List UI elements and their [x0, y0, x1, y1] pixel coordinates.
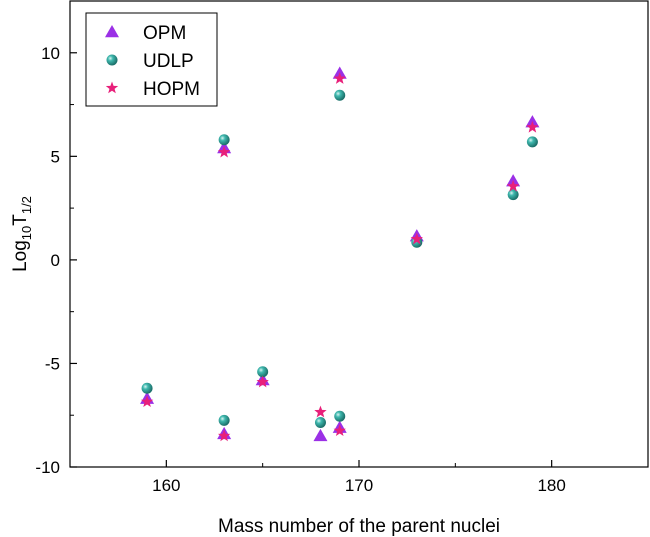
- hopm-point: [217, 429, 231, 442]
- y-tick-label: -5: [45, 354, 60, 373]
- x-tick-label: 180: [537, 476, 565, 495]
- y-tick-label: 5: [51, 147, 60, 166]
- hopm-point: [506, 179, 520, 192]
- udlp-point: [141, 382, 153, 394]
- udlp-point: [218, 414, 230, 426]
- hopm-point: [333, 424, 346, 437]
- udlp-point: [314, 416, 326, 428]
- x-axis-label: Mass number of the parent nuclei: [218, 516, 500, 537]
- y-tick-label: 0: [51, 251, 60, 270]
- udlp-point: [507, 189, 519, 201]
- legend-hopm-marker: [105, 81, 119, 94]
- hopm-point: [526, 120, 539, 133]
- x-tick-label: 160: [152, 476, 180, 495]
- axis-tick-labels: 160 170 180 -10 -5 0 5 10: [35, 44, 565, 495]
- y-tick-label: 10: [41, 44, 60, 63]
- udlp-point: [218, 134, 230, 146]
- hopm-point: [256, 375, 269, 388]
- hopm-point: [217, 145, 231, 158]
- hopm-point: [314, 405, 327, 418]
- legend-opm-marker: [105, 25, 119, 38]
- udlp-point: [334, 410, 346, 422]
- hopm-point: [333, 72, 346, 84]
- legend: OPM UDLP HOPM: [85, 12, 218, 107]
- y-axis-label: Log10T1/2: [10, 196, 34, 272]
- udlp-point: [334, 89, 346, 101]
- svg-text:Log10T1/2: Log10T1/2: [10, 196, 34, 272]
- hopm-point: [140, 395, 154, 408]
- data-points: [140, 66, 540, 442]
- opm-point: [313, 428, 328, 442]
- axis-ticks: [69, 0, 649, 468]
- udlp-point: [257, 366, 269, 378]
- legend-udlp-label: UDLP: [143, 51, 194, 72]
- legend-hopm-label: HOPM: [143, 79, 200, 100]
- legend-udlp-marker: [106, 54, 118, 66]
- udlp-point: [526, 136, 538, 148]
- legend-opm-label: OPM: [143, 23, 186, 44]
- hopm-point: [410, 232, 423, 245]
- y-tick-label: -10: [35, 458, 60, 477]
- x-tick-label: 170: [345, 476, 373, 495]
